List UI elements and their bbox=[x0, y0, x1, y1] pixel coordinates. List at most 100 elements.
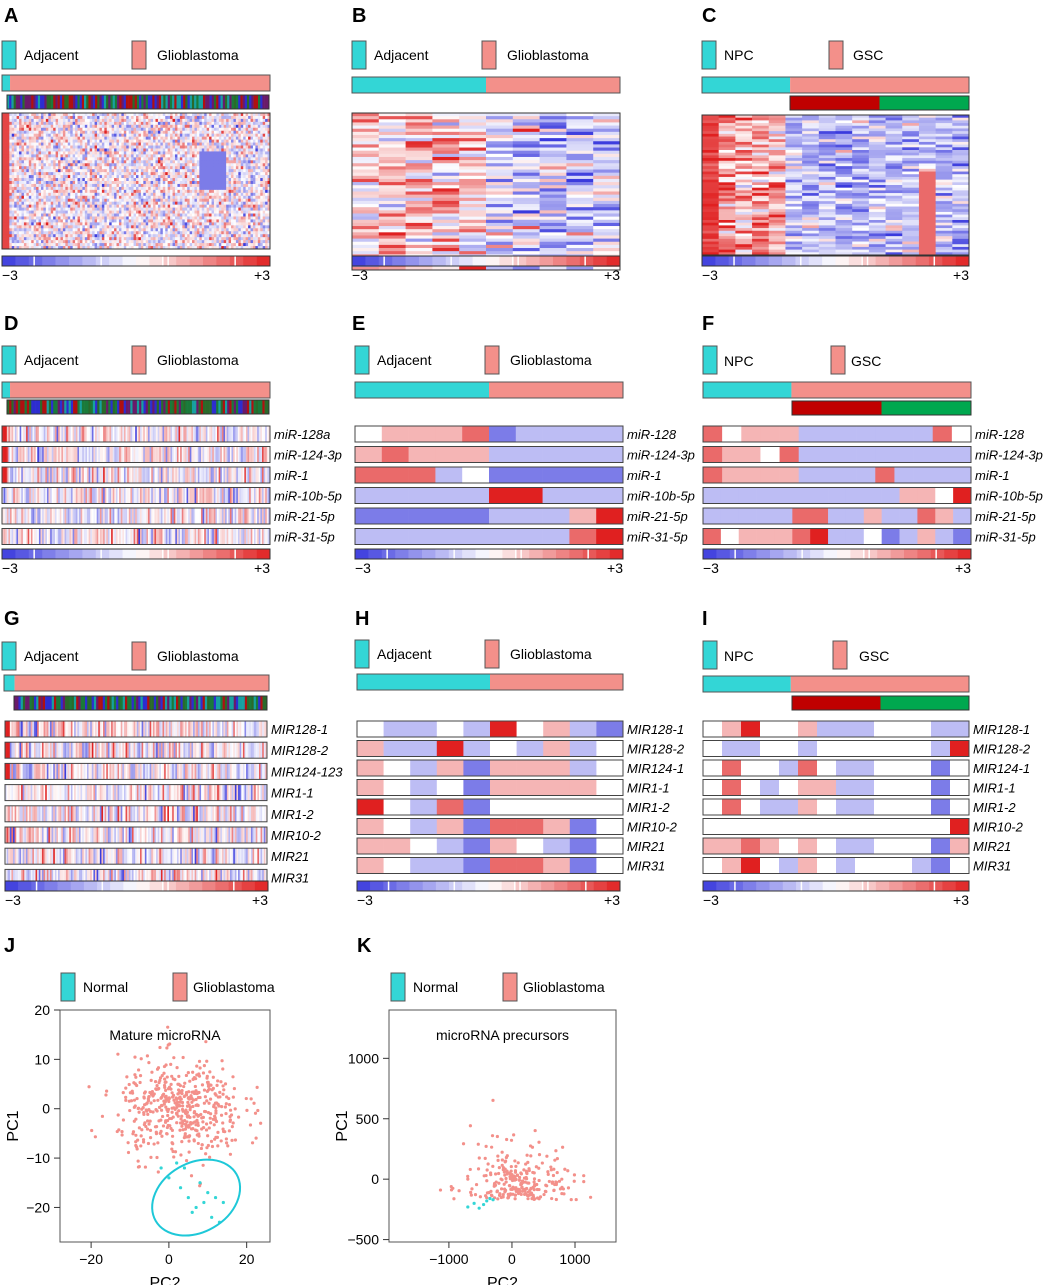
heatmap-cell bbox=[70, 207, 74, 211]
heatmap-cell bbox=[43, 136, 47, 141]
heatmap-cell bbox=[126, 139, 130, 143]
heatmap-cell bbox=[231, 183, 234, 188]
heatmap-cell bbox=[77, 178, 81, 182]
heatmap-cell bbox=[58, 231, 61, 235]
heatmap-cell bbox=[72, 195, 76, 200]
heatmap-cell bbox=[187, 151, 190, 155]
heatmap-cell bbox=[50, 121, 54, 126]
heatmap-cell bbox=[165, 121, 169, 126]
heatmap-cell bbox=[162, 136, 166, 141]
heatmap-cell bbox=[123, 204, 127, 209]
heatmap-cell bbox=[75, 201, 78, 206]
heatmap-cell bbox=[218, 195, 222, 200]
heatmap-cell bbox=[11, 186, 15, 191]
heatmap-cell bbox=[165, 163, 169, 167]
heatmap-cell bbox=[153, 124, 156, 129]
heatmap-cell bbox=[136, 115, 139, 120]
heatmap-cell bbox=[89, 142, 93, 146]
heatmap-cell bbox=[167, 133, 171, 138]
heatmap-cell bbox=[179, 204, 183, 209]
heatmap-cell bbox=[150, 222, 154, 226]
heatmap-cell bbox=[218, 240, 222, 244]
heatmap-cell bbox=[160, 231, 164, 235]
heatmap-cell bbox=[140, 195, 144, 200]
heatmap-cell bbox=[53, 181, 56, 185]
heatmap-cell bbox=[187, 157, 190, 161]
heatmap-cell bbox=[228, 133, 232, 138]
heatmap-cell bbox=[19, 127, 22, 132]
heatmap-cell bbox=[38, 166, 42, 170]
heatmap-cell bbox=[11, 183, 15, 188]
heatmap-cell bbox=[257, 169, 261, 173]
heatmap-cell bbox=[145, 228, 149, 232]
heatmap-cell bbox=[121, 136, 125, 141]
heatmap-cell bbox=[177, 154, 181, 158]
heatmap-cell bbox=[121, 139, 125, 143]
heatmap-cell bbox=[172, 151, 176, 155]
heatmap-cell bbox=[65, 130, 69, 135]
heatmap-cell bbox=[131, 169, 134, 173]
heatmap-cell bbox=[60, 231, 64, 235]
heatmap-cell bbox=[231, 231, 234, 235]
heatmap-cell bbox=[123, 237, 127, 241]
heatmap-cell bbox=[213, 172, 217, 176]
heatmap-cell bbox=[213, 133, 217, 138]
heatmap-cell bbox=[75, 231, 78, 235]
heatmap-cell bbox=[121, 216, 125, 220]
heatmap-cell bbox=[31, 178, 35, 182]
heatmap-cell bbox=[187, 178, 190, 182]
heatmap-cell bbox=[72, 151, 76, 155]
heatmap-cell bbox=[138, 216, 142, 220]
heatmap-cell bbox=[221, 195, 225, 200]
heatmap-cell bbox=[97, 172, 100, 176]
heatmap-cell bbox=[128, 181, 132, 185]
heatmap-cell bbox=[23, 148, 27, 152]
heatmap-cell bbox=[267, 136, 271, 141]
heatmap-cell bbox=[109, 198, 113, 203]
heatmap-cell bbox=[58, 198, 61, 203]
heatmap-cell bbox=[133, 195, 137, 200]
heatmap-cell bbox=[131, 210, 134, 214]
heatmap-cell bbox=[153, 222, 156, 226]
heatmap-cell bbox=[218, 237, 222, 241]
heatmap-cell bbox=[136, 204, 139, 209]
heatmap-cell bbox=[160, 225, 164, 229]
heatmap-cell bbox=[201, 178, 205, 182]
heatmap-cell bbox=[60, 207, 64, 211]
heatmap-cell bbox=[172, 169, 176, 173]
heatmap-cell bbox=[38, 195, 42, 200]
heatmap-cell bbox=[60, 121, 64, 126]
heatmap-cell bbox=[196, 186, 200, 191]
heatmap-cell bbox=[50, 192, 54, 197]
heatmap-cell bbox=[174, 204, 178, 209]
heatmap-cell bbox=[62, 154, 66, 158]
heatmap-cell bbox=[87, 163, 91, 167]
heatmap-cell bbox=[199, 225, 203, 229]
heatmap-cell bbox=[89, 154, 93, 158]
heatmap-cell bbox=[14, 222, 18, 226]
heatmap-cell bbox=[235, 204, 239, 209]
heatmap-cell bbox=[84, 160, 88, 164]
heatmap-cell bbox=[145, 139, 149, 143]
heatmap-cell bbox=[65, 237, 69, 241]
heatmap-cell bbox=[201, 240, 205, 244]
heatmap-cell bbox=[123, 195, 127, 200]
heatmap-cell bbox=[148, 225, 152, 229]
heatmap-cell bbox=[70, 189, 74, 194]
heatmap-cell bbox=[106, 225, 110, 229]
heatmap-cell bbox=[167, 115, 171, 120]
heatmap-cell bbox=[218, 234, 222, 238]
heatmap-cell bbox=[55, 145, 59, 149]
heatmap-cell bbox=[157, 133, 161, 138]
heatmap-cell bbox=[87, 124, 91, 129]
heatmap-cell bbox=[199, 210, 203, 214]
heatmap-cell bbox=[114, 145, 117, 149]
heatmap-cell bbox=[118, 163, 122, 167]
heatmap-cell bbox=[21, 127, 25, 132]
heatmap-cell bbox=[192, 139, 195, 143]
heatmap-cell bbox=[21, 163, 25, 167]
heatmap-cell bbox=[94, 160, 98, 164]
heatmap-cell bbox=[131, 181, 134, 185]
heatmap-cell bbox=[257, 160, 261, 164]
heatmap-cell bbox=[138, 192, 142, 197]
